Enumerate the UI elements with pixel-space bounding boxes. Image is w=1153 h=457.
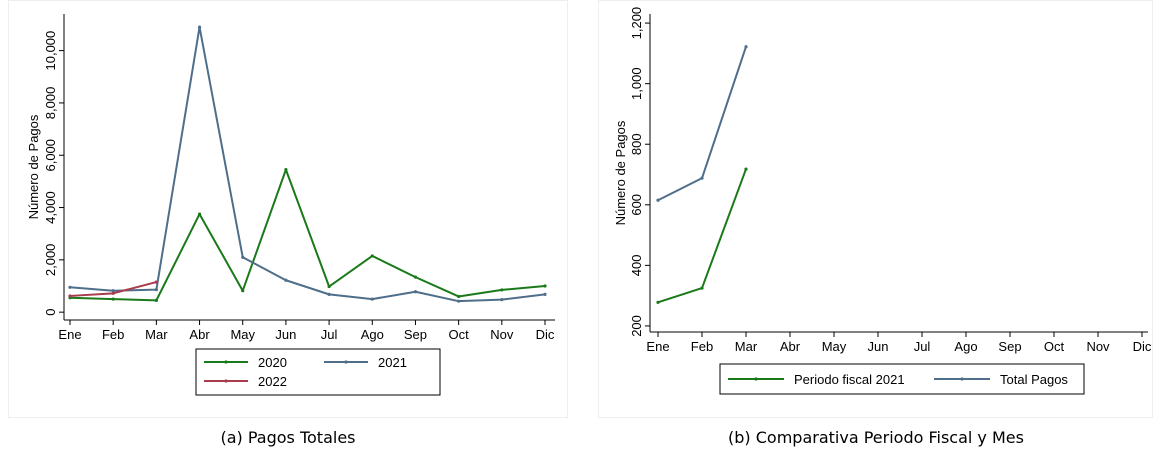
- series-line-2021: [69, 26, 546, 303]
- x-tick-label: Ene: [58, 327, 81, 342]
- x-tick-label: Feb: [102, 327, 124, 342]
- data-point: [700, 176, 704, 180]
- data-point: [500, 298, 504, 302]
- legend-box: [195, 348, 441, 396]
- y-tick-label: 1,200: [629, 7, 644, 40]
- data-point: [370, 297, 374, 301]
- data-point: [700, 286, 704, 290]
- data-point: [197, 212, 202, 216]
- data-point: [744, 45, 748, 49]
- x-tick-label: Jul: [321, 327, 338, 342]
- data-point: [370, 254, 374, 258]
- x-tick-label: Oct: [449, 327, 470, 342]
- data-point: [154, 298, 158, 302]
- y-tick-label: 0: [43, 309, 58, 316]
- x-tick-label: Feb: [691, 339, 713, 354]
- y-tick-label: 1,000: [629, 67, 644, 100]
- data-point: [543, 292, 547, 296]
- legend-label-total-pagos: Total Pagos: [1000, 372, 1068, 387]
- data-point: [327, 292, 331, 296]
- x-tick-label: Oct: [1044, 339, 1065, 354]
- legend-marker-periodo-fiscal-2021: [754, 377, 758, 381]
- chart-a: 0 2,000 4,000 6,000 8,000 10,000 Ene Feb Mar Abr M…: [8, 0, 568, 418]
- x-tick-label: Dic: [536, 327, 555, 342]
- data-point: [241, 289, 245, 293]
- data-point: [500, 288, 504, 292]
- data-point: [154, 280, 158, 284]
- x-tick-label: Nov: [1086, 339, 1110, 354]
- caption-a: (a) Pagos Totales: [220, 428, 356, 447]
- y-tick-label: 400: [629, 255, 644, 277]
- panel-frame: [598, 0, 1153, 418]
- y-tick-label: 800: [629, 133, 644, 155]
- x-tick-label: Dic: [1133, 339, 1152, 354]
- x-tick-label: Mar: [735, 339, 758, 354]
- data-point: [656, 300, 660, 304]
- data-point: [413, 275, 418, 279]
- x-tick-label: Sep: [998, 339, 1021, 354]
- x-tick-label: Nov: [490, 327, 514, 342]
- x-tick-label: Jun: [275, 327, 296, 342]
- y-tick-label: 2,000: [43, 244, 58, 277]
- data-point: [111, 291, 115, 295]
- x-tick-label: Ene: [646, 339, 669, 354]
- y-axis-title: Número de Pagos: [26, 114, 41, 219]
- y-tick-label: 200: [629, 315, 644, 337]
- data-point: [68, 285, 72, 289]
- data-point: [457, 299, 461, 303]
- x-tick-label: Ago: [954, 339, 977, 354]
- x-tick-label: Mar: [145, 327, 168, 342]
- panel-frame: [8, 0, 568, 418]
- data-point: [543, 284, 547, 288]
- data-point: [413, 290, 418, 294]
- y-tick-label: 600: [629, 194, 644, 216]
- data-point: [284, 278, 288, 282]
- legend-marker-2022: [224, 379, 228, 383]
- data-point: [197, 25, 202, 29]
- x-tick-label: Ago: [361, 327, 384, 342]
- chart-b: 200 400 600 800 1,000 1,200 Ene Feb Mar Abr May Jun…: [598, 0, 1153, 418]
- y-tick-label: 8,000: [43, 87, 58, 120]
- legend-marker-2021: [344, 360, 348, 364]
- data-point: [656, 198, 660, 202]
- x-tick-label: Sep: [404, 327, 427, 342]
- panel-b: 200 400 600 800 1,000 1,200 Ene Feb Mar Abr May Jun…: [598, 0, 1153, 418]
- x-tick-label: Abr: [189, 327, 210, 342]
- y-axis-title: Número de Pagos: [613, 120, 628, 225]
- data-point: [154, 288, 158, 292]
- data-point: [111, 289, 115, 293]
- legend-label-2022: 2022: [258, 374, 287, 389]
- x-tick-label: Jul: [914, 339, 931, 354]
- x-tick-label: Abr: [780, 339, 801, 354]
- series-line-2020: [69, 168, 546, 302]
- legend-marker-total-pagos: [960, 377, 964, 381]
- x-tick-label: Jun: [868, 339, 889, 354]
- data-point: [327, 284, 331, 289]
- y-tick-label: 6,000: [43, 139, 58, 172]
- data-point: [457, 294, 461, 299]
- legend-label-periodo-fiscal-2021: Periodo fiscal 2021: [794, 372, 905, 387]
- legend-label-2020: 2020: [258, 355, 287, 370]
- data-point: [744, 167, 748, 171]
- data-point: [111, 297, 115, 301]
- y-tick-label: 10,000: [43, 31, 58, 71]
- legend-marker-2020: [224, 360, 228, 364]
- data-point: [284, 168, 288, 172]
- x-tick-label: May: [822, 339, 847, 354]
- x-tick-label: May: [230, 327, 255, 342]
- legend-label-2021: 2021: [378, 355, 407, 370]
- data-point: [68, 294, 72, 298]
- y-tick-label: 4,000: [43, 191, 58, 224]
- caption-b: (b) Comparativa Periodo Fiscal y Mes: [728, 428, 1024, 447]
- panel-a: 0 2,000 4,000 6,000 8,000 10,000 Ene Feb Mar Abr M…: [8, 0, 568, 418]
- data-point: [241, 255, 245, 259]
